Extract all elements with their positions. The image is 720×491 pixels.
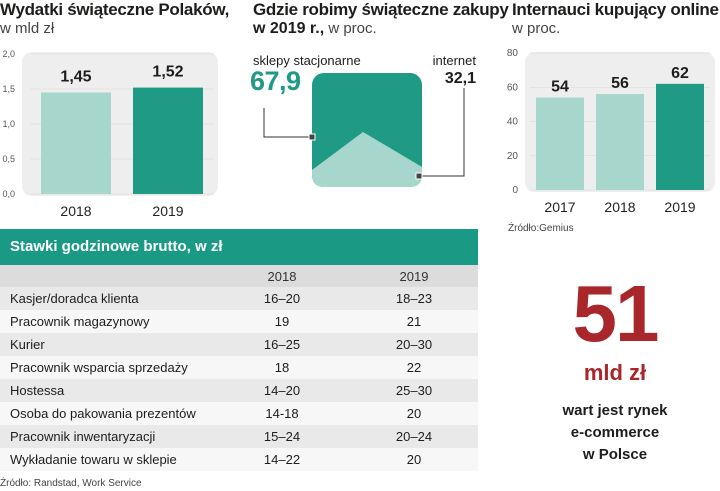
chart1-value-label: 1,52 bbox=[152, 64, 183, 81]
chart3-value-label: 56 bbox=[611, 75, 629, 92]
chart2-subtitle: w proc. bbox=[324, 20, 377, 37]
row-value-2018: 14–22 bbox=[214, 448, 350, 471]
chart3-ytick: 20 bbox=[507, 151, 519, 162]
chart3-svg: 80 60 40 20 0 54 2017 56 2018 62 2019 bbox=[507, 48, 715, 215]
row-value-2019: 20–30 bbox=[350, 333, 478, 356]
chart3-bar bbox=[536, 97, 584, 190]
chart3-value-label: 54 bbox=[551, 79, 569, 96]
chart1-ytick: 1,0 bbox=[2, 119, 15, 129]
row-value-2018: 15–24 bbox=[214, 425, 350, 448]
chart3-bar bbox=[656, 83, 704, 190]
row-name: Osoba do pakowania prezentów bbox=[0, 402, 214, 425]
row-name: Hostessa bbox=[0, 379, 214, 402]
chart3-title: Internauci kupujący online bbox=[512, 0, 719, 19]
chart3-bar bbox=[596, 94, 644, 190]
row-value-2018: 19 bbox=[214, 310, 350, 333]
row-name: Pracownik wsparcia sprzedaży bbox=[0, 356, 214, 379]
table-header-row: 2018 2019 bbox=[0, 265, 478, 287]
chart1-title: Wydatki świąteczne Polaków, bbox=[0, 0, 230, 19]
chart3-value-label: 62 bbox=[671, 65, 689, 82]
highlight-caption: wart jest rynek e-commerce w Polsce bbox=[520, 400, 710, 466]
row-value-2019: 20–24 bbox=[350, 425, 478, 448]
internet-value: 32,1 bbox=[444, 70, 476, 87]
chart1-ytick: 1,5 bbox=[2, 84, 15, 94]
chart1-xtick: 2019 bbox=[152, 203, 183, 219]
chart3-ytick: 40 bbox=[507, 117, 519, 128]
chart3-ytick: 80 bbox=[507, 48, 519, 59]
row-value-2019: 22 bbox=[350, 356, 478, 379]
chart2-title-line2: w 2019 r., bbox=[253, 20, 325, 37]
internet-leader bbox=[422, 88, 465, 177]
stores-value: 67,9 bbox=[250, 66, 301, 96]
table-row: Wykładanie towaru w sklepie 14–22 20 bbox=[0, 448, 478, 471]
row-value-2019: 18–23 bbox=[350, 287, 478, 310]
row-name: Kurier bbox=[0, 333, 214, 356]
highlight-line3: w Polsce bbox=[582, 446, 648, 463]
row-value-2018: 16–20 bbox=[214, 287, 350, 310]
table-row: Kurier 16–25 20–30 bbox=[0, 333, 478, 356]
table-row: Osoba do pakowania prezentów 14-18 20 bbox=[0, 402, 478, 425]
row-value-2019: 21 bbox=[350, 310, 478, 333]
chart3-xtick: 2019 bbox=[664, 199, 695, 215]
row-value-2018: 18 bbox=[214, 356, 350, 379]
highlight-number: 51 bbox=[572, 269, 660, 358]
chart1-value-label: 1,45 bbox=[60, 69, 91, 86]
chart3-ytick: 0 bbox=[512, 185, 518, 196]
table-row: Pracownik inwentaryzacji 15–24 20–24 bbox=[0, 425, 478, 448]
table-source: Źródło: Randstad, Work Service bbox=[0, 478, 142, 489]
stores-marker bbox=[308, 133, 316, 141]
table-row: Hostessa 14–20 25–30 bbox=[0, 379, 478, 402]
col-2019-header: 2019 bbox=[350, 265, 478, 287]
table-row: Pracownik magazynowy 19 21 bbox=[0, 310, 478, 333]
chart2-svg bbox=[263, 73, 465, 187]
row-name: Pracownik magazynowy bbox=[0, 310, 214, 333]
chart1-ytick: 2,0 bbox=[2, 49, 15, 59]
chart1-ytick: 0,5 bbox=[2, 154, 15, 164]
table-title: Stawki godzinowe brutto, w zł bbox=[10, 238, 223, 255]
row-value-2018: 16–25 bbox=[214, 333, 350, 356]
row-value-2019: 20 bbox=[350, 402, 478, 425]
chart3-source: Źródło:Gemius bbox=[508, 223, 574, 234]
highlight-unit: mld zł bbox=[583, 360, 647, 385]
row-name: Wykładanie towaru w sklepie bbox=[0, 448, 214, 471]
row-name: Kasjer/doradca klienta bbox=[0, 287, 214, 310]
row-value-2019: 25–30 bbox=[350, 379, 478, 402]
table-row: Pracownik wsparcia sprzedaży 18 22 bbox=[0, 356, 478, 379]
chart1-bar bbox=[41, 92, 111, 194]
row-value-2018: 14–20 bbox=[214, 379, 350, 402]
row-value-2019: 20 bbox=[350, 448, 478, 471]
table-row: Kasjer/doradca klienta 16–20 18–23 bbox=[0, 287, 478, 310]
table-header-bar: Stawki godzinowe brutto, w zł bbox=[0, 229, 478, 265]
rates-table: 2018 2019 Kasjer/doradca klienta 16–20 18–… bbox=[0, 265, 478, 471]
highlight-line2: e-commerce bbox=[570, 424, 660, 441]
chart1-subtitle: w mld zł bbox=[0, 20, 55, 37]
chart2-title: Gdzie robimy świąteczne zakupy bbox=[253, 0, 509, 19]
chart1-svg: 2,0 1,5 1,0 0,5 0,0 1,45 2018 1,52 2019 bbox=[2, 49, 218, 219]
stores-label: sklepy stacjonarne bbox=[253, 53, 361, 68]
highlight-line1: wart jest rynek bbox=[562, 402, 668, 419]
stores-leader bbox=[263, 108, 312, 138]
chart1-bar bbox=[133, 87, 203, 194]
internet-label: internet bbox=[432, 53, 476, 68]
internet-area bbox=[312, 132, 422, 187]
chart1-ytick: 0,0 bbox=[2, 189, 15, 199]
internet-marker bbox=[415, 172, 423, 180]
col-2018-header: 2018 bbox=[214, 265, 350, 287]
chart3-xtick: 2017 bbox=[544, 199, 575, 215]
row-name: Pracownik inwentaryzacji bbox=[0, 425, 214, 448]
col-name-header bbox=[0, 265, 214, 287]
row-value-2018: 14-18 bbox=[214, 402, 350, 425]
chart1-xtick: 2018 bbox=[60, 203, 91, 219]
chart3-ytick: 60 bbox=[507, 82, 519, 93]
chart3-subtitle: w proc. bbox=[512, 20, 561, 37]
chart3-xtick: 2018 bbox=[604, 199, 635, 215]
